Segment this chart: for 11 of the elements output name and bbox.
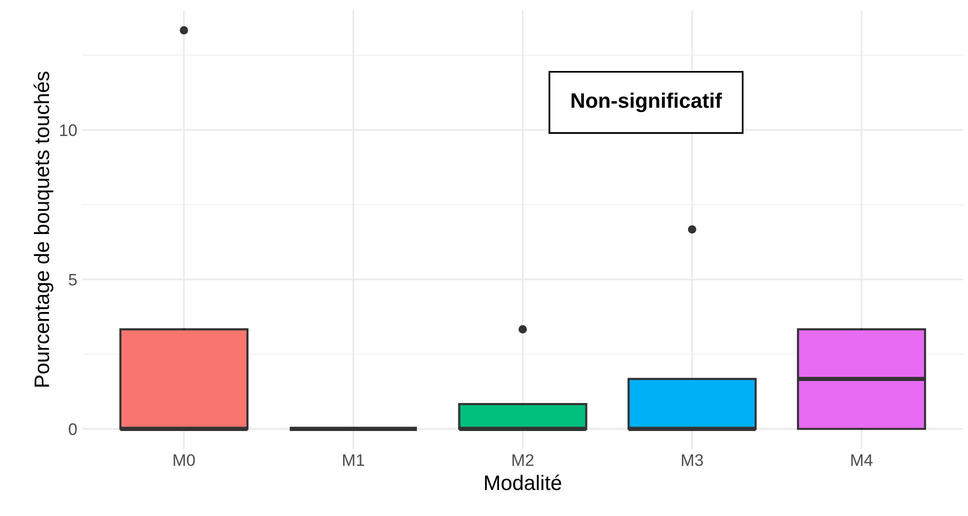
x-tick-label: M1 [343,454,364,466]
y-tick-label: 5 [68,274,77,286]
x-tick-label: M0 [174,454,195,466]
x-axis-title: Modalité [485,474,562,490]
x-tick-label: M2 [512,454,534,466]
x-tick-label: M4 [851,454,873,466]
annotation: Non-significatif [572,92,722,112]
y-tick-label: 10 [60,124,77,136]
y-axis-title: Pourcentage de bouquets touchés [34,72,54,387]
x-tick-label: M3 [682,454,703,466]
y-tick-label: 0 [68,423,77,436]
